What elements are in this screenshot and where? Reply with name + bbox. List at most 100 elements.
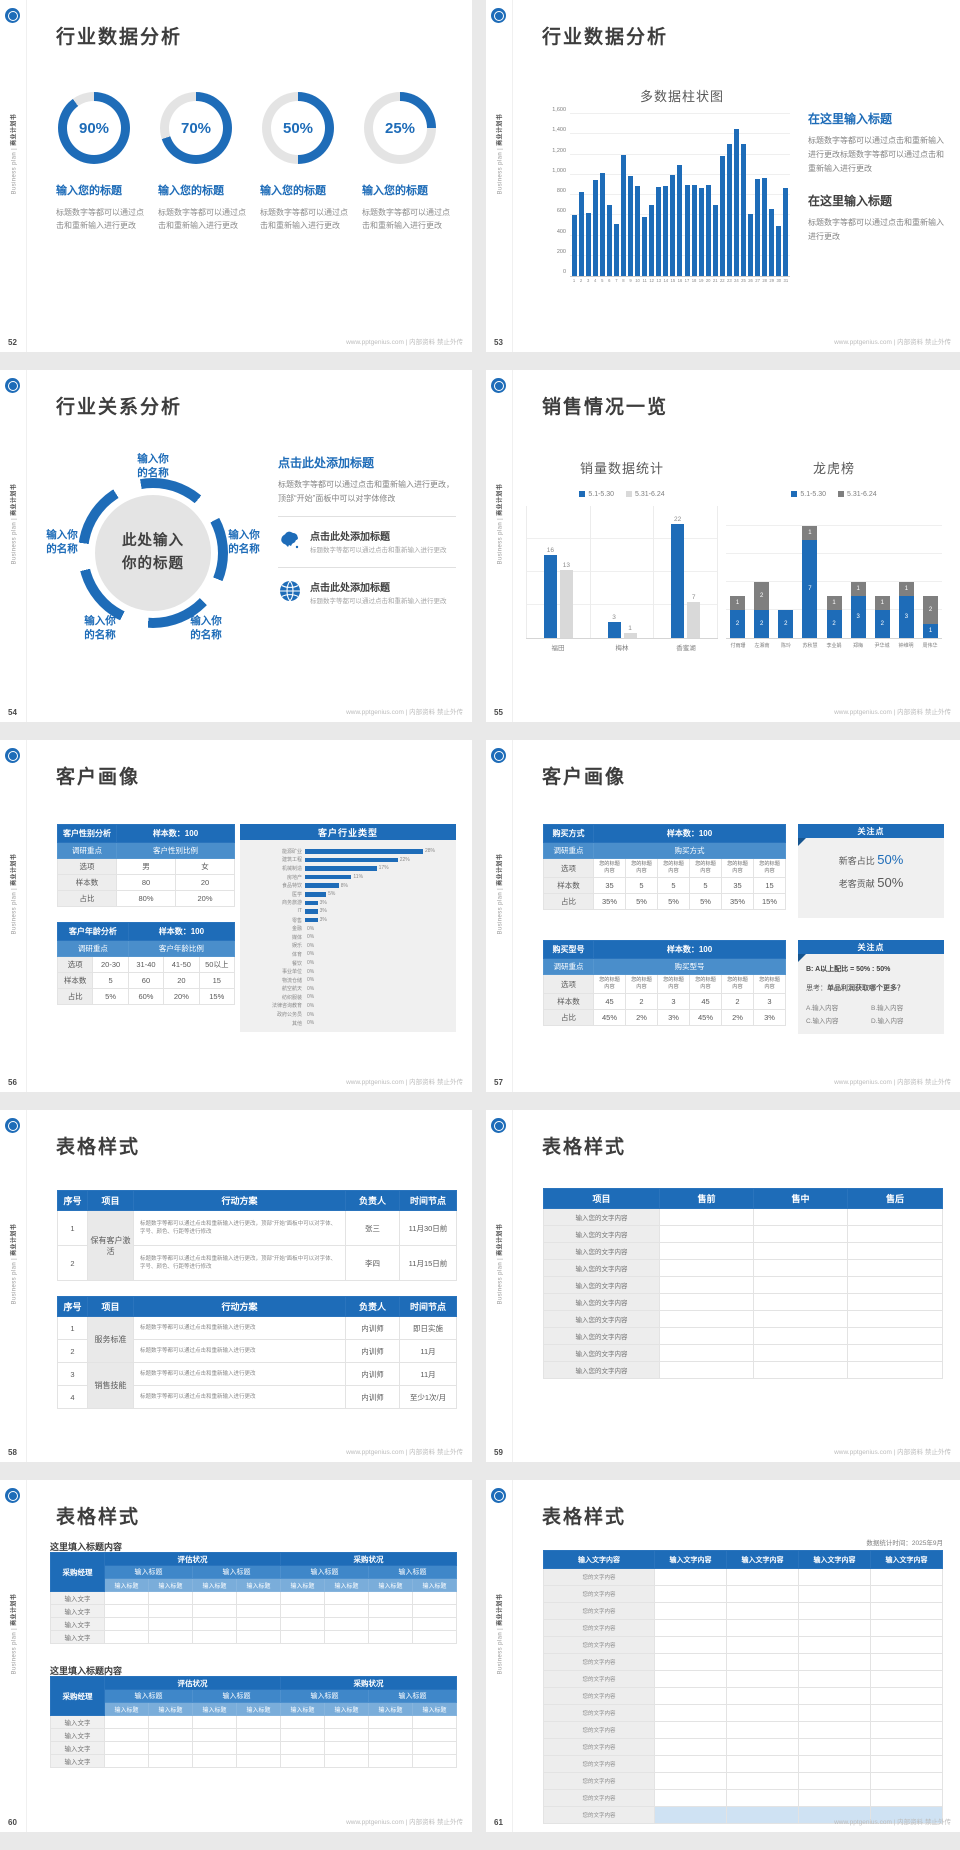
table-cell: [753, 1225, 848, 1243]
stat-line: 新客占比 50%: [806, 852, 936, 867]
table-cell: 35%: [721, 893, 754, 911]
bar: [305, 866, 377, 871]
table-cell: 5: [625, 877, 658, 895]
slide-57[interactable]: 客户画像 购买方式 样本数：100 调研重点 购买方式 选项 您的标题内容 您的标题内容 您的…: [486, 740, 960, 1092]
table-cell: [659, 1208, 754, 1226]
column-header: 输入标题: [368, 1702, 413, 1716]
table-cell: 调研重点: [57, 842, 117, 859]
table-cell: [368, 1715, 413, 1729]
table-cell: 标题数字等都可以通过点击和重新输入进行更改，顶部“开始”面板中可以对字体、字号、…: [133, 1245, 346, 1281]
table-row: 您的文字内容: [543, 1619, 943, 1637]
table-header-row: 客户年龄分析 样本数：100: [57, 922, 236, 941]
table-cell: 标题数字等都可以通过点击和重新输入进行更改: [133, 1339, 346, 1363]
table-cell: 您的文字内容: [543, 1602, 655, 1620]
node-text: 的名称: [46, 543, 78, 556]
bar-with-label: 7: [687, 594, 701, 638]
table-cell: 11月15日前: [399, 1245, 457, 1281]
column-header: 输入标题: [192, 1702, 237, 1716]
page-number: 52: [8, 338, 17, 347]
stacked-bar: 1 3: [898, 582, 914, 638]
table-cell: [236, 1754, 281, 1768]
table-cell: [654, 1789, 727, 1807]
table-cell: 60%: [127, 988, 165, 1005]
slide-56[interactable]: 客户画像 客户性别分析 样本数：100 调研重点 客户性别比例 选项男女样本数 80 20 占…: [0, 740, 472, 1092]
table-cell: 采购经理: [50, 1676, 105, 1716]
bar: [782, 187, 788, 276]
table-cell: [659, 1310, 754, 1328]
table-subheader-row: 调研重点 客户性别比例: [57, 842, 235, 859]
diagram-node-label: 输入你 的名称: [30, 528, 94, 556]
table-row: 输入文字: [50, 1754, 457, 1768]
axis-tick-label: 5: [601, 278, 604, 283]
footer-site-text: www.pptgenius.com | 内部资料 禁止外传: [834, 709, 951, 716]
stacked-bar: 2 1: [923, 596, 938, 638]
table-cell: 您的标题内容: [625, 857, 658, 879]
bar: [670, 174, 676, 276]
table-cell: 占比: [56, 988, 94, 1005]
table-cell: [753, 1259, 848, 1277]
table-cell: 2: [625, 993, 658, 1011]
table-cell: 购买型号: [543, 940, 594, 959]
panel-desc: 标题数字等都可以通过点击和重新输入进行更改，顶部“开始”面板中可以对字体修改: [278, 480, 454, 503]
table-cell: 男: [116, 858, 176, 875]
donut-title: 输入您的标题: [56, 185, 122, 197]
slide-52[interactable]: 行业数据分析 90% 输入您的标题 标题数字等都可以通过点击和重新输入进行更改 …: [0, 0, 472, 352]
sidebar-vertical-text: Business plan | 商业计划书: [11, 1593, 18, 1675]
slide-61[interactable]: 表格样式 数据统计时间：2025年9月 输入文字内容 输入文字内容 输入文字内容 输入…: [486, 1480, 960, 1832]
table-row: 您的文字内容: [543, 1806, 943, 1824]
bar-segment: 2: [826, 610, 842, 638]
legend-item: 5.31-6.24: [838, 491, 877, 498]
table-subheader-row: 调研重点 购买方式: [543, 842, 787, 859]
table-cell: [753, 1242, 848, 1260]
slide-54[interactable]: 行业关系分析 此处输入 你的标题 输入你 的名称 输入你 的名称 输入你 的名称 输入…: [0, 370, 472, 722]
table-cell: 3%: [657, 1009, 690, 1027]
value-label: 0%: [307, 960, 315, 967]
table-cell: [726, 1755, 799, 1773]
panel-header: 关注点: [798, 940, 944, 962]
table-cell: 您的文字内容: [543, 1755, 655, 1773]
slide-59[interactable]: 表格样式 项目 售前 售中 售后 输入您的文字内容 输入您的文字内容 输入您的文字内容 输入您…: [486, 1110, 960, 1462]
table-cell: 45%: [593, 1009, 626, 1027]
block-title: 在这里输入标题: [808, 194, 893, 208]
footer-site-text: www.pptgenius.com | 内部资料 禁止外传: [346, 339, 463, 346]
column-header: 输入标题: [280, 1689, 369, 1703]
table-cell: 您的文字内容: [543, 1568, 655, 1586]
table-cell: [368, 1728, 413, 1742]
page-number: 55: [494, 708, 503, 717]
value-label: 1: [628, 624, 632, 632]
stacked-bar: 2 2: [754, 582, 770, 638]
page-number: 59: [494, 1448, 503, 1457]
bar: [305, 883, 339, 888]
table-cell: [870, 1806, 943, 1824]
table-cell: 2%: [721, 1009, 754, 1027]
table-cell: [659, 1276, 754, 1294]
table-cell: [324, 1715, 369, 1729]
slide-58[interactable]: 表格样式 序号 项目 行动方案 负责人 时间节点 1 保有客户激活 标题数字等都可以通过点击和…: [0, 1110, 472, 1462]
table-cell: [368, 1591, 413, 1605]
value-label: 0%: [307, 951, 315, 958]
slide-left-rail: Business plan | 商业计划书: [0, 1480, 27, 1832]
axis-category-labels: 福田 梅林 香蜜湖: [526, 642, 718, 652]
hbar-row: 其他 0%: [244, 1019, 448, 1028]
column-header: 输入标题: [236, 1702, 281, 1716]
gridline: [726, 553, 942, 554]
bar-segment: 2: [754, 582, 770, 610]
table-cell: [870, 1585, 943, 1603]
column-header: 序号: [57, 1296, 88, 1317]
table-cell: [659, 1259, 754, 1277]
bar: [726, 144, 732, 276]
table-cell: [236, 1630, 281, 1644]
value-label: 8%: [340, 882, 348, 889]
slide-55[interactable]: 销售情况一览 销量数据统计 5.1-5.30 5.31-6.24 16 13 3 1 22…: [486, 370, 960, 722]
legend-swatch: [626, 491, 633, 498]
table-header-row: 项目 售前 售中 售后: [543, 1188, 943, 1209]
table-subheader-row: 输入标题 输入标题 输入标题 输入标题: [51, 1565, 457, 1579]
table-cell: [870, 1789, 943, 1807]
gear-cycle-diagram: 此处输入 你的标题 输入你 的名称 输入你 的名称 输入你 的名称 输入你 的名称 输入…: [46, 453, 260, 658]
table-cell: 4: [57, 1385, 88, 1409]
table-cell: 样本数：100: [592, 824, 787, 843]
table-cell: 60: [127, 972, 165, 989]
slide-53[interactable]: 行业数据分析 多数据柱状图 0 200 400 600 800 1,000 1,200 1,4…: [486, 0, 960, 352]
axis-tick-label: 钟维明: [898, 643, 914, 649]
slide-60[interactable]: 表格样式 这里填入标题内容 采购经理 评估状况 采购状况 输入标题 输入标题 输入标题 输入…: [0, 1480, 472, 1832]
